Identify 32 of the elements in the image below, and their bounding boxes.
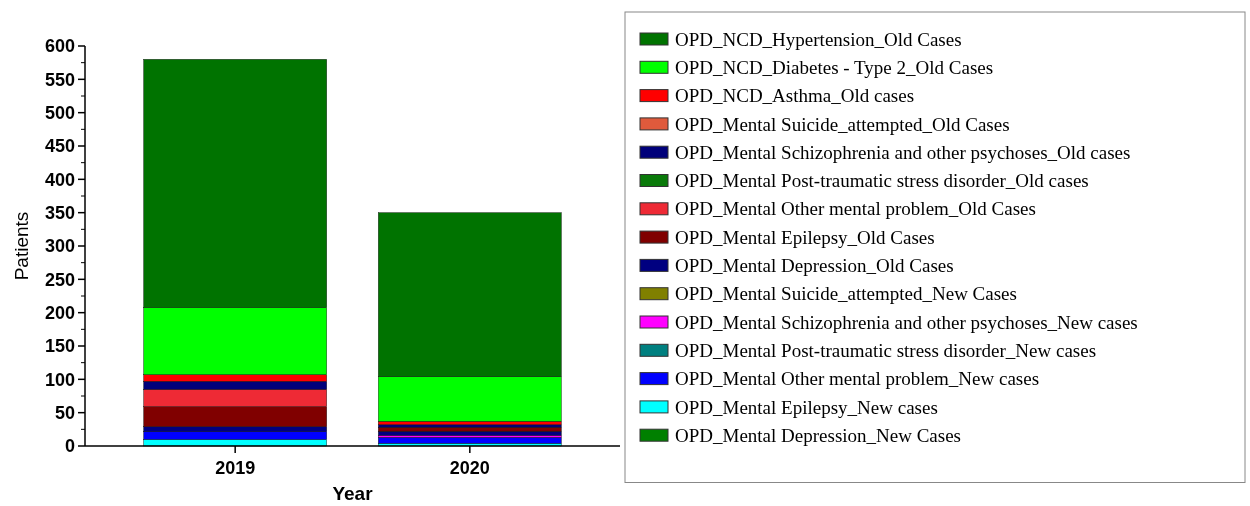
y-axis-title: Patients — [11, 211, 32, 281]
legend-label: OPD_Mental Other mental problem_Old Cases — [675, 198, 1036, 220]
y-tick-label: 300 — [44, 236, 75, 257]
y-tick-label: 250 — [44, 269, 75, 290]
legend-label: OPD_Mental Post-traumatic stress disorder_Old cases — [675, 170, 1089, 192]
y-tick-label: 500 — [44, 102, 75, 123]
legend-label: OPD_NCD_Diabetes - Type 2_Old Cases — [675, 56, 994, 78]
y-tick-label: 450 — [44, 136, 75, 157]
legend-label: OPD_Mental Epilepsy_Old Cases — [675, 226, 935, 248]
y-tick-label: 0 — [64, 436, 75, 457]
legend-label: OPD_Mental Depression_New Cases — [675, 424, 962, 446]
y-tick-label: 50 — [54, 402, 75, 423]
legend-label: OPD_Mental Schizophrenia and other psychoses_Old cases — [675, 141, 1131, 163]
y-tick-label: 200 — [44, 302, 75, 323]
y-tick-label: 100 — [44, 369, 75, 390]
legend-label: OPD_NCD_Hypertension_Old Cases — [675, 28, 962, 50]
x-tick-label: 2019 — [215, 458, 256, 478]
legend-label: OPD_Mental Depression_Old Cases — [675, 255, 954, 277]
legend-label: OPD_Mental Schizophrenia and other psychoses_New cases — [675, 311, 1138, 333]
x-axis-title: Year — [332, 483, 374, 504]
y-tick-label: 150 — [44, 336, 75, 357]
y-tick-label: 600 — [44, 36, 75, 57]
legend-label: OPD_Mental Suicide_attempted_Old Cases — [675, 113, 1010, 135]
legend-label: OPD_Mental Other mental problem_New cases — [675, 368, 1040, 390]
legend-label: OPD_Mental Post-traumatic stress disorder_New cases — [675, 339, 1097, 361]
y-tick-label: 550 — [44, 69, 75, 90]
x-tick-label: 2020 — [449, 458, 490, 478]
legend-label: OPD_Mental Epilepsy_New cases — [675, 396, 938, 418]
y-tick-label: 400 — [44, 169, 75, 190]
y-tick-label: 350 — [44, 202, 75, 223]
legend-label: OPD_Mental Suicide_attempted_New Cases — [675, 283, 1017, 305]
legend-label: OPD_NCD_Asthma_Old cases — [675, 85, 915, 107]
